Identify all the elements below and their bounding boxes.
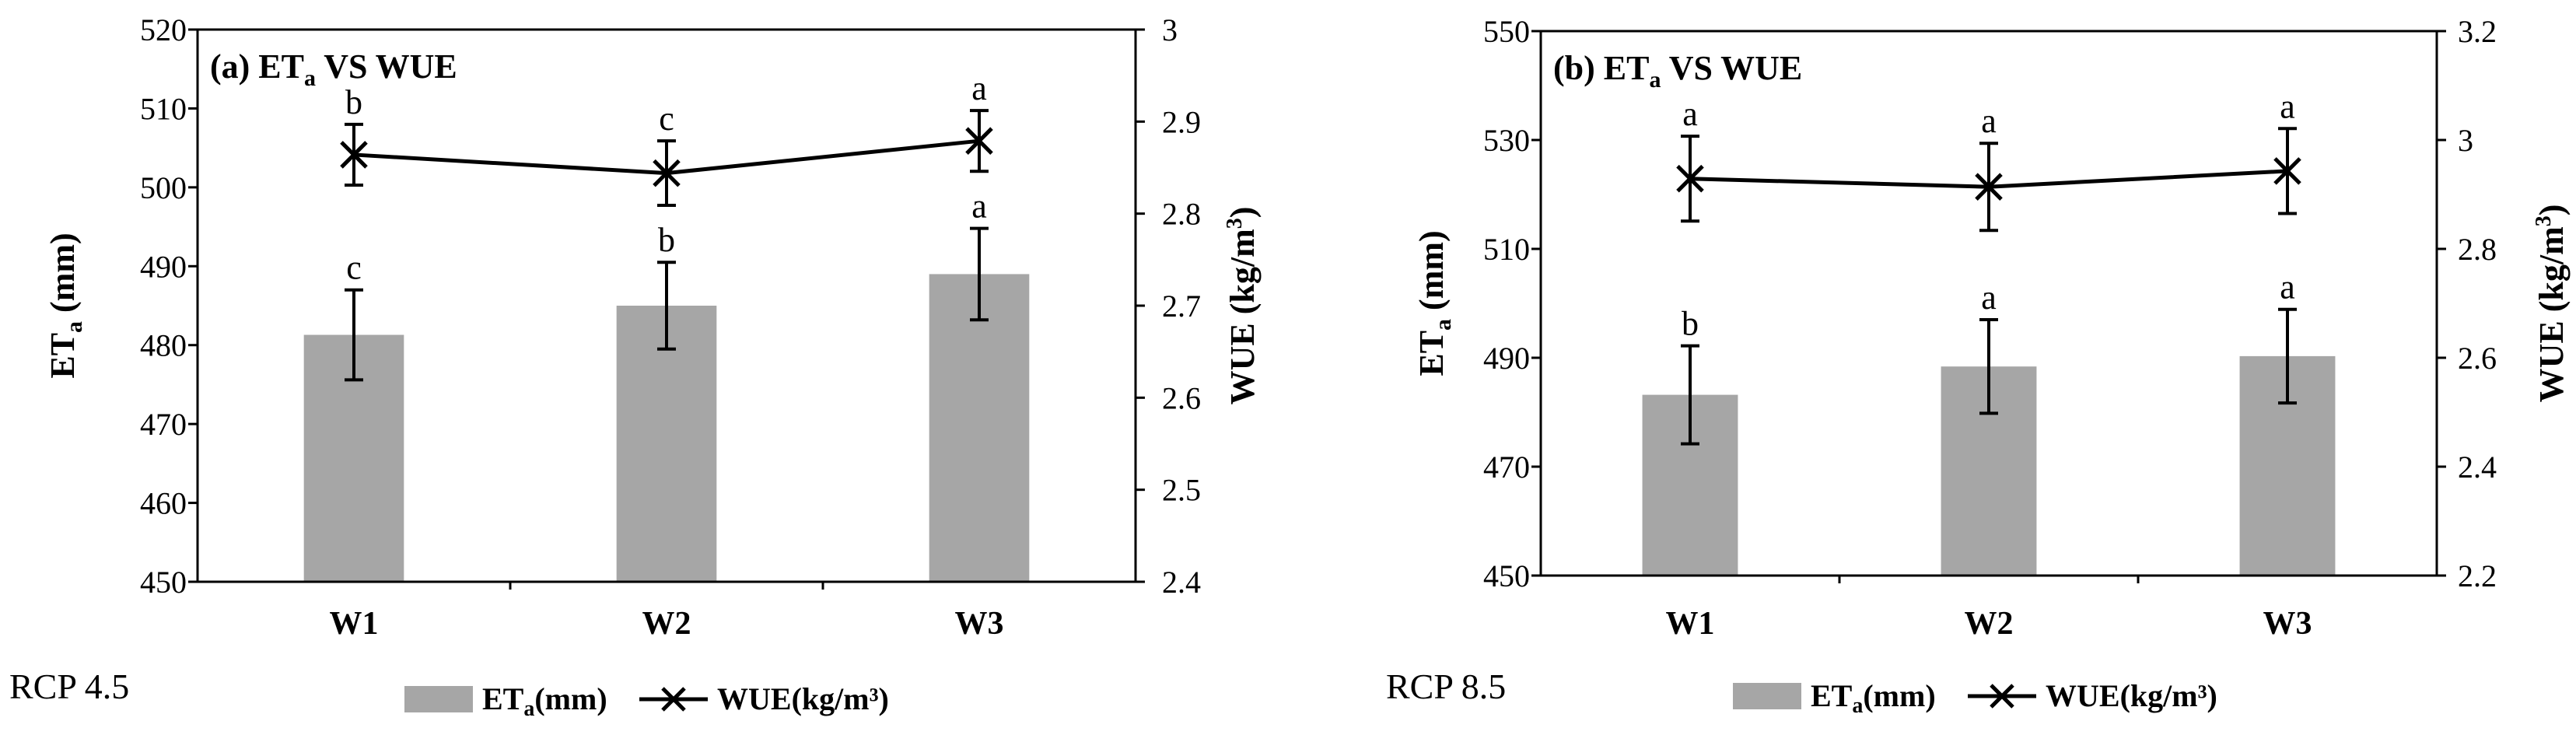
wue-point-marker bbox=[1676, 164, 1704, 193]
y-tick-label: 520 bbox=[140, 12, 187, 47]
y2-tick-label: 2.8 bbox=[2458, 232, 2497, 267]
y-tick-label: 470 bbox=[140, 407, 187, 442]
y2-tick-label: 2.8 bbox=[1162, 197, 1201, 232]
legend: ETa(mm) WUE(kg/m³) bbox=[404, 681, 889, 721]
scenario-label: RCP 8.5 bbox=[1386, 667, 1506, 706]
bar-w2 bbox=[616, 306, 717, 582]
wue-significance-letter: a bbox=[1981, 102, 1997, 140]
y2-axis-label: WUE (kg/m3) bbox=[1223, 207, 1262, 405]
legend-bar-swatch bbox=[404, 686, 473, 712]
y2-tick-label: 2.4 bbox=[2458, 450, 2497, 485]
legend: ETa(mm) WUE(kg/m³) bbox=[1733, 678, 2217, 718]
y2-tick-label: 2.6 bbox=[2458, 341, 2497, 376]
legend-line-label: WUE(kg/m³) bbox=[717, 681, 889, 716]
legend-line-marker bbox=[661, 687, 686, 712]
y-axis-label: ETa (mm) bbox=[44, 233, 87, 378]
y2-tick-label: 2.6 bbox=[1162, 380, 1201, 415]
x-tick-label: W3 bbox=[955, 606, 1004, 642]
y-tick-label: 490 bbox=[1483, 341, 1530, 376]
bar-significance-letter: b bbox=[1682, 305, 1699, 343]
wue-significance-letter: a bbox=[2280, 87, 2295, 125]
y-tick-label: 550 bbox=[1483, 14, 1530, 49]
y-tick-label: 470 bbox=[1483, 450, 1530, 485]
legend-line-label: WUE(kg/m³) bbox=[2046, 678, 2217, 713]
y-tick-label: 510 bbox=[140, 91, 187, 126]
scenario-label: RCP 4.5 bbox=[9, 667, 129, 706]
y2-axis-label: WUE (kg/m3) bbox=[2532, 205, 2571, 403]
x-tick-label: W2 bbox=[642, 606, 691, 642]
y-axis-label: ETa (mm) bbox=[1412, 230, 1456, 376]
legend-bar-swatch bbox=[1733, 683, 1801, 709]
y-tick-label: 510 bbox=[1483, 232, 1530, 267]
bar-significance-letter: a bbox=[2280, 268, 2295, 306]
chart-panel-b: b a a a a a 450 470 490 510 530 550 2.2 2.4 2.6 2.8 3 3.2… bbox=[1386, 14, 2571, 718]
bar-w3 bbox=[929, 274, 1030, 582]
y2-tick-label: 3 bbox=[2458, 123, 2473, 158]
y-tick-label: 500 bbox=[140, 170, 187, 205]
legend-bar-label: ETa(mm) bbox=[482, 681, 607, 721]
y-tick-label: 530 bbox=[1483, 123, 1530, 158]
wue-point-marker bbox=[340, 141, 368, 169]
y2-tick-label: 2.2 bbox=[2458, 558, 2497, 593]
bar-significance-letter: a bbox=[971, 187, 987, 226]
wue-point-marker bbox=[1975, 173, 2003, 201]
y2-tick-label: 2.9 bbox=[1162, 104, 1201, 139]
plot-frame bbox=[1539, 30, 2438, 577]
bar-significance-letter: a bbox=[1981, 278, 1997, 317]
y-tick-label: 450 bbox=[140, 565, 187, 600]
chart-title: (a) ETa VS WUE bbox=[210, 47, 457, 91]
y-tick-label: 490 bbox=[140, 249, 187, 284]
x-tick-label: W3 bbox=[2263, 606, 2312, 642]
wue-significance-letter: a bbox=[1682, 95, 1698, 133]
bar-significance-letter: b bbox=[658, 221, 675, 259]
y2-tick-label: 3 bbox=[1162, 12, 1178, 47]
y2-tick-label: 3.2 bbox=[2458, 14, 2497, 49]
wue-point-marker bbox=[2273, 157, 2301, 185]
wue-significance-letter: a bbox=[971, 69, 987, 107]
chart-title: (b) ETa VS WUE bbox=[1553, 49, 1802, 93]
wue-significance-letter: b bbox=[345, 83, 362, 121]
legend-line-marker bbox=[1990, 684, 2014, 709]
y2-tick-label: 2.7 bbox=[1162, 289, 1201, 324]
chart-panel-a: c b a b c a 450 460 470 480 490 500 510 520 2.4 2.5 2.6 2… bbox=[9, 12, 1262, 721]
wue-point-marker bbox=[965, 127, 993, 155]
y2-tick-label: 2.5 bbox=[1162, 473, 1201, 508]
x-tick-label: W1 bbox=[1666, 606, 1715, 642]
y2-tick-label: 2.4 bbox=[1162, 565, 1201, 600]
y-tick-label: 480 bbox=[140, 328, 187, 363]
y-tick-label: 450 bbox=[1483, 558, 1530, 593]
y-tick-label: 460 bbox=[140, 486, 187, 521]
wue-significance-letter: c bbox=[659, 100, 674, 138]
x-tick-label: W2 bbox=[1965, 606, 2014, 642]
bar-significance-letter: c bbox=[346, 249, 362, 287]
legend-bar-label: ETa(mm) bbox=[1811, 678, 1936, 718]
x-tick-label: W1 bbox=[330, 606, 379, 642]
wue-point-marker bbox=[653, 159, 681, 187]
